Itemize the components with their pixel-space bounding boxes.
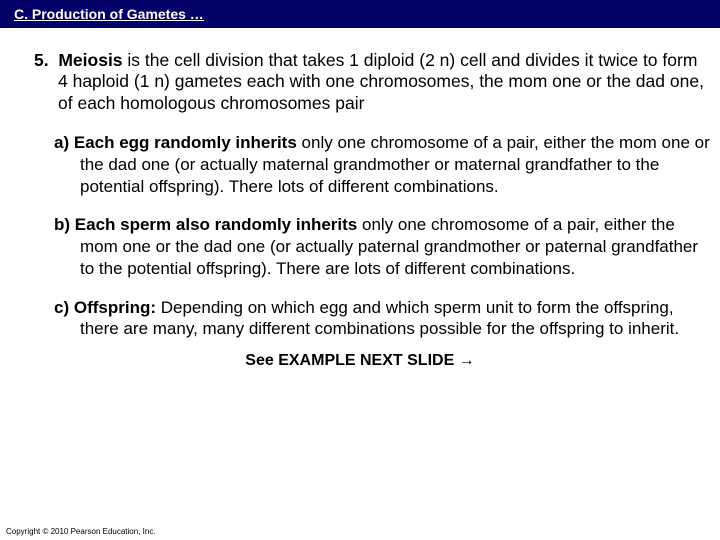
see-next-slide: See EXAMPLE NEXT SLIDE → — [10, 352, 710, 370]
sub-a: a) Each egg randomly inherits only one c… — [54, 132, 710, 197]
point-5: 5. Meiosis is the cell division that tak… — [34, 50, 710, 116]
point-5-lead: Meiosis — [58, 50, 122, 70]
copyright-notice: Copyright © 2010 Pearson Education, Inc. — [6, 527, 156, 536]
sub-b-lead: Each sperm also randomly inherits — [75, 215, 357, 234]
sub-c-lead: Offspring: — [74, 298, 156, 317]
point-5-number: 5. — [34, 50, 49, 70]
sub-b: b) Each sperm also randomly inherits onl… — [54, 214, 710, 279]
slide-content: 5. Meiosis is the cell division that tak… — [0, 28, 720, 370]
sub-a-lead: Each egg randomly inherits — [74, 133, 297, 152]
sub-c-text: Depending on which egg and which sperm u… — [80, 298, 679, 339]
sub-c: c) Offspring: Depending on which egg and… — [54, 297, 710, 341]
sub-c-label: c) — [54, 298, 69, 317]
section-heading: C. Production of Gametes … — [0, 6, 204, 22]
sub-a-label: a) — [54, 133, 69, 152]
point-5-text: is the cell division that takes 1 diploi… — [58, 50, 704, 114]
sub-b-label: b) — [54, 215, 70, 234]
title-bar: C. Production of Gametes … — [0, 0, 720, 28]
